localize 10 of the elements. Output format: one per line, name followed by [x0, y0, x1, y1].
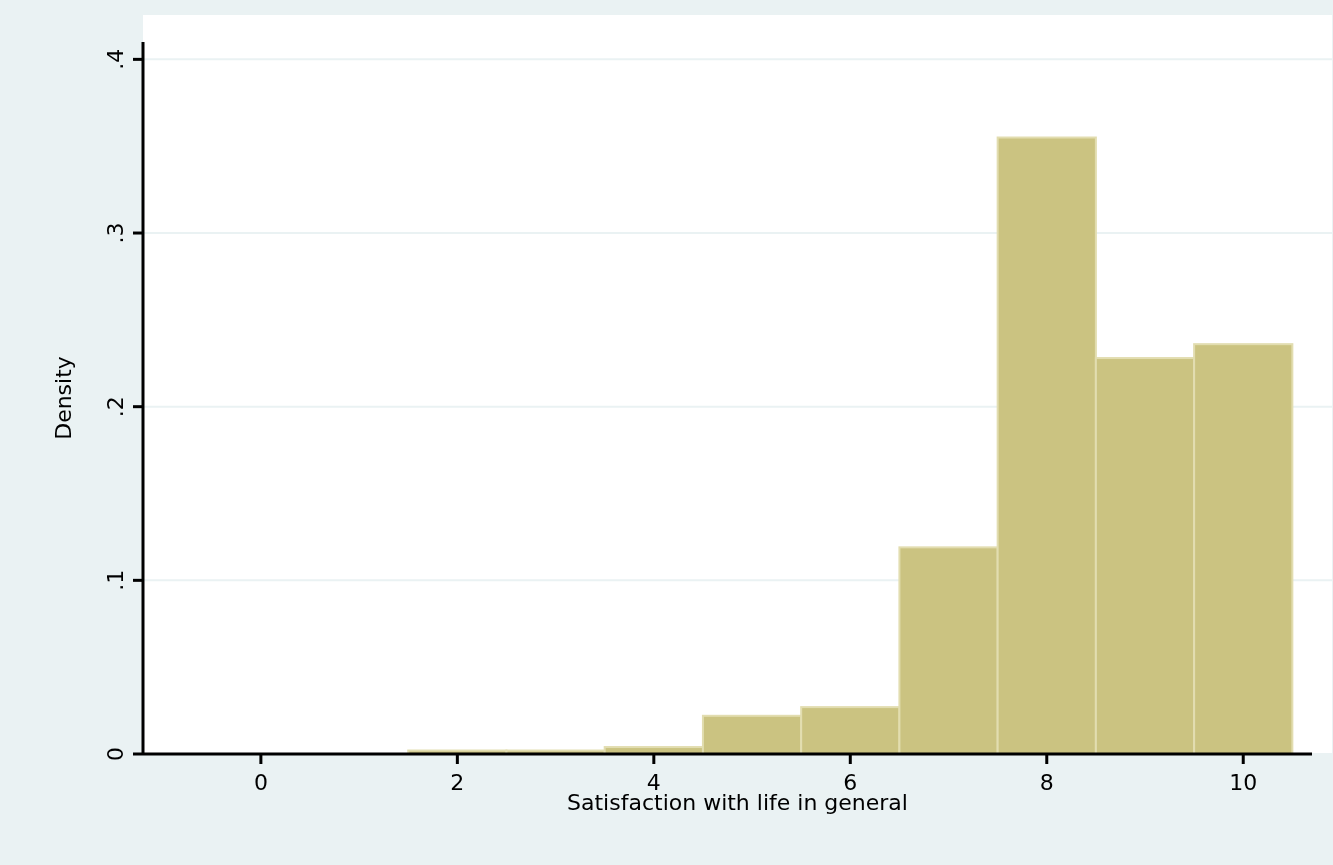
x-tick-label: 8: [1039, 770, 1054, 795]
y-tick-label: .1: [103, 569, 128, 591]
y-tick-label: 0: [103, 747, 128, 761]
x-tick-label: 10: [1229, 770, 1258, 795]
y-axis-title: Density: [51, 356, 76, 440]
y-tick-label: .3: [103, 222, 128, 244]
x-tick-label: 0: [253, 770, 268, 795]
y-tick-label: .4: [103, 48, 128, 70]
y-tick-label: .2: [103, 396, 128, 418]
x-tick-label: 2: [450, 770, 465, 795]
